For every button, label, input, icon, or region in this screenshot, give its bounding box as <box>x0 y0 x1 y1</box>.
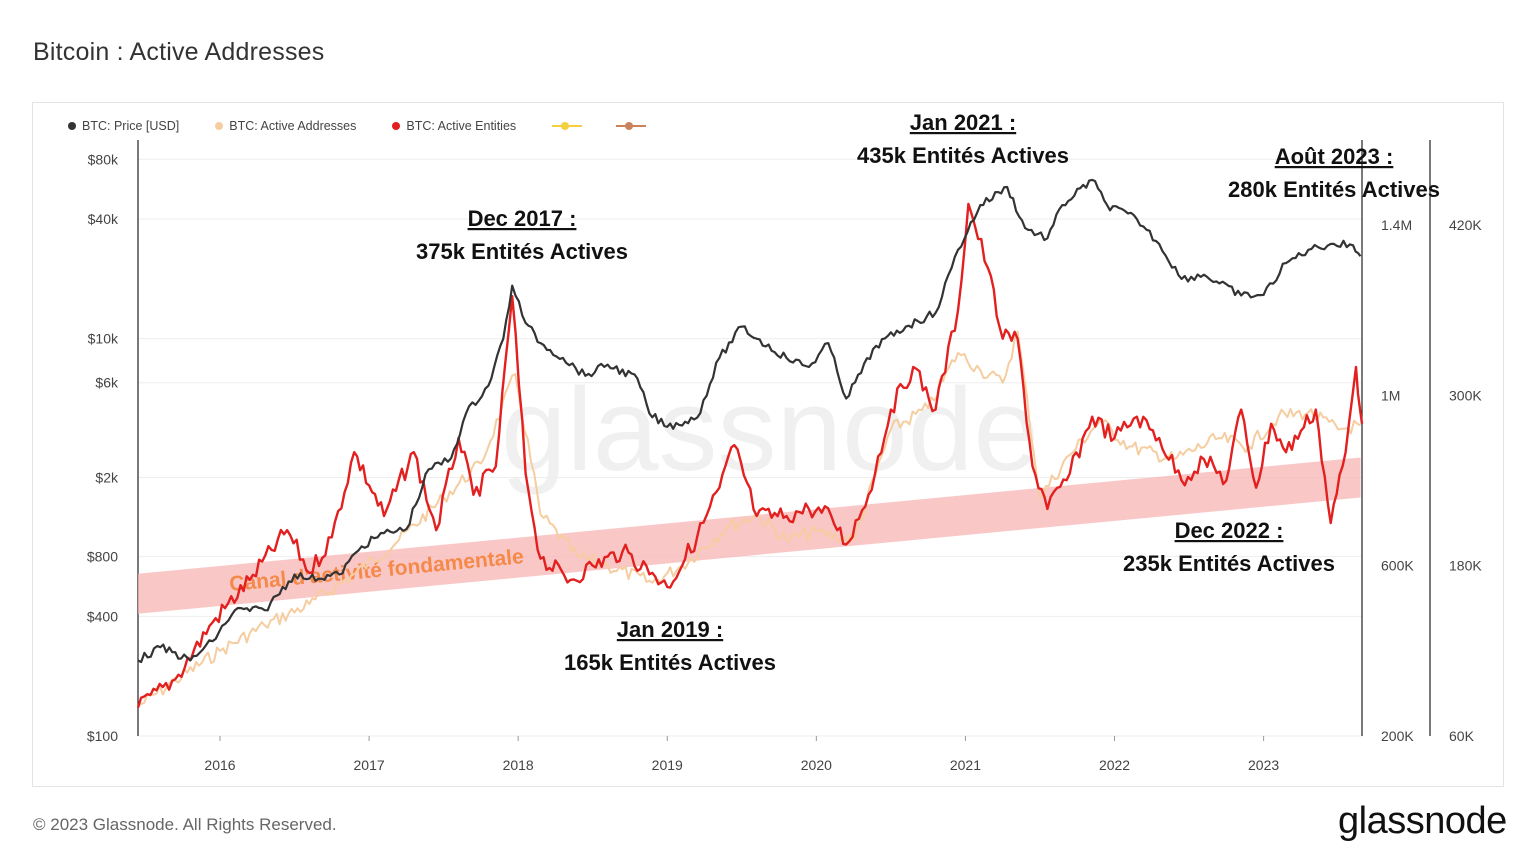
legend-item-price[interactable]: BTC: Price [USD] <box>68 119 179 133</box>
y-right2-tick-label: 180K <box>1449 558 1482 574</box>
y-right2-tick-label: 300K <box>1449 387 1482 403</box>
y-right1-tick-label: 200K <box>1381 728 1414 744</box>
fundamental-channel-band <box>138 457 1361 614</box>
y-left-tick-label: $2k <box>95 470 119 486</box>
y-right1-tick-label: 1.4M <box>1381 217 1412 233</box>
annotation-text: 165k Entités Actives <box>564 650 776 675</box>
x-tick-label: 2020 <box>801 757 832 773</box>
annotation-text: 435k Entités Actives <box>857 143 1069 168</box>
legend-label-active-entities: BTC: Active Entities <box>406 119 517 133</box>
y-left-tick-label: $400 <box>87 608 118 624</box>
legend-label-active-addresses: BTC: Active Addresses <box>229 119 357 133</box>
annotation-text: 375k Entités Actives <box>416 239 628 264</box>
series-line-btc-active-entities <box>136 202 1364 708</box>
x-tick-label: 2018 <box>503 757 534 773</box>
legend-item-active-entities[interactable]: BTC: Active Entities <box>392 119 516 133</box>
x-tick-label: 2023 <box>1248 757 1279 773</box>
y-left-tick-label: $6k <box>95 375 119 391</box>
y-left-tick-label: $100 <box>87 728 118 744</box>
legend-dot-active-entities <box>392 122 401 130</box>
brand-logo: glassnode <box>1338 800 1507 842</box>
series-line-btc-active-addresses <box>137 330 1361 708</box>
x-tick-label: 2022 <box>1099 757 1130 773</box>
y-right2-tick-label: 420K <box>1449 217 1482 233</box>
annotation-title: Août 2023 : <box>1275 144 1394 169</box>
series-line-btc-price-usd- <box>137 178 1362 664</box>
x-tick-label: 2016 <box>204 757 235 773</box>
y-right1-tick-label: 1M <box>1381 387 1400 403</box>
chart-panel <box>32 102 1504 787</box>
page-title: Bitcoin : Active Addresses <box>33 38 325 66</box>
annotation-title: Jan 2019 : <box>617 617 723 642</box>
annotation-title: Dec 2022 : <box>1175 518 1284 543</box>
annotation-title: Dec 2017 : <box>468 206 577 231</box>
legend-label-price: BTC: Price [USD] <box>82 119 180 133</box>
copyright-footer: © 2023 Glassnode. All Rights Reserved. <box>33 815 337 834</box>
legend-dot-price <box>68 122 76 130</box>
y-left-tick-label: $80k <box>88 151 119 167</box>
watermark-text: glassnode <box>501 364 1039 496</box>
annotation-text: 235k Entités Actives <box>1123 551 1335 576</box>
legend-item-active-addresses[interactable]: BTC: Active Addresses <box>215 119 356 133</box>
annotation-text: 280k Entités Actives <box>1228 177 1440 202</box>
y-right2-tick-label: 60K <box>1449 728 1475 744</box>
x-tick-label: 2017 <box>354 757 385 773</box>
y-left-tick-label: $10k <box>88 331 119 347</box>
x-tick-label: 2021 <box>950 757 981 773</box>
annotation-title: Jan 2021 : <box>910 110 1016 135</box>
legend-item-hidden-2[interactable] <box>616 121 647 131</box>
chart-legend: BTC: Price [USD] BTC: Active Addresses B… <box>68 119 680 133</box>
y-left-tick-label: $800 <box>87 549 118 565</box>
y-left-tick-label: $40k <box>88 211 119 227</box>
legend-item-hidden-1[interactable] <box>552 121 583 131</box>
x-tick-label: 2019 <box>652 757 683 773</box>
legend-dot-active-addresses <box>215 122 224 130</box>
y-right1-tick-label: 600K <box>1381 558 1414 574</box>
